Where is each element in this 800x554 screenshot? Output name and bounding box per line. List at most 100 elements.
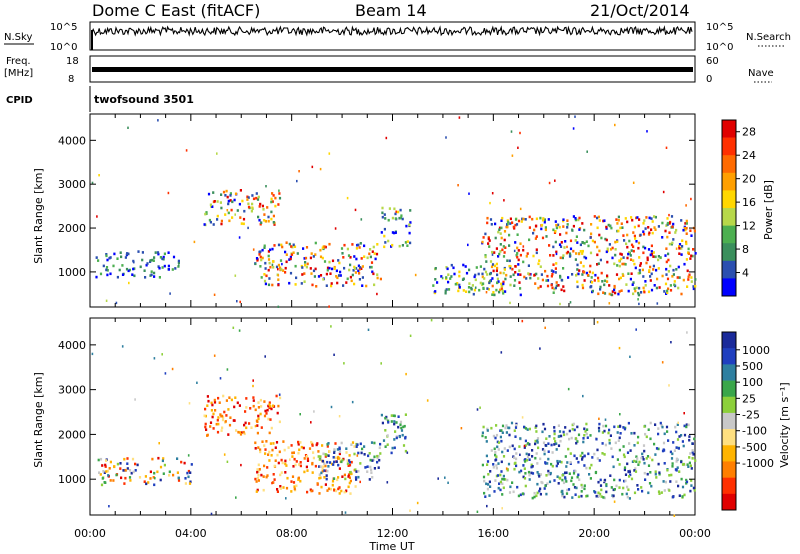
- colorbar-segment: [722, 429, 736, 446]
- data-cell: [131, 273, 134, 276]
- data-cell: [539, 457, 542, 461]
- data-cell: [512, 273, 515, 277]
- data-cell: [613, 488, 616, 491]
- colorbar-segment: [722, 412, 736, 430]
- noise-cell: [523, 444, 526, 448]
- data-cell: [366, 256, 369, 260]
- data-cell: [500, 219, 503, 222]
- data-cell: [685, 240, 688, 244]
- data-cell: [279, 396, 282, 400]
- data-cell: [488, 245, 491, 248]
- data-cell: [691, 451, 694, 454]
- data-cell: [680, 434, 683, 437]
- data-cell: [330, 282, 333, 285]
- data-cell: [105, 459, 108, 462]
- data-cell: [577, 218, 580, 222]
- data-cell: [637, 463, 640, 466]
- data-cell: [113, 252, 116, 256]
- data-cell: [641, 456, 644, 459]
- data-cell: [627, 488, 630, 491]
- time-tick-label: 16:00: [477, 527, 509, 540]
- data-cell: [528, 427, 531, 431]
- data-cell: [217, 396, 220, 400]
- data-cell: [677, 447, 680, 450]
- data-cell: [229, 416, 232, 419]
- data-cell: [302, 247, 305, 250]
- data-cell: [629, 449, 632, 452]
- noise-cell: [522, 245, 525, 248]
- noise-cell: [521, 416, 524, 419]
- data-cell: [617, 292, 620, 296]
- data-cell: [290, 480, 293, 483]
- data-cell: [566, 461, 569, 464]
- data-cell: [672, 238, 675, 241]
- data-cell: [516, 252, 519, 255]
- data-cell: [636, 441, 639, 445]
- data-cell: [290, 245, 293, 248]
- data-cell: [363, 255, 366, 258]
- noise-cell: [178, 264, 180, 267]
- nsky-panel: N.Sky 10^5 10^0 10^5 10^0 N.Search: [4, 21, 791, 53]
- data-cell: [320, 471, 323, 475]
- data-cell: [267, 219, 270, 223]
- noise-cell: [351, 400, 354, 404]
- data-cell: [572, 483, 575, 486]
- data-cell: [384, 445, 387, 448]
- data-cell: [565, 480, 568, 483]
- data-cell: [268, 261, 271, 265]
- data-cell: [359, 442, 362, 446]
- data-cell: [651, 220, 654, 223]
- data-cell: [263, 444, 266, 447]
- data-cell: [147, 481, 150, 484]
- data-cell: [504, 290, 507, 293]
- data-cell: [602, 424, 605, 428]
- data-cell: [255, 480, 258, 483]
- data-cell: [386, 443, 389, 446]
- data-cell: [603, 279, 607, 283]
- data-cell: [337, 259, 340, 262]
- data-cell: [603, 429, 606, 433]
- noise-cell: [509, 266, 512, 270]
- data-cell: [366, 470, 369, 473]
- data-cell: [685, 232, 688, 235]
- data-cell: [336, 281, 339, 285]
- colorbar-frame: [721, 331, 737, 511]
- noise-cell: [604, 418, 607, 421]
- data-cell: [322, 278, 325, 281]
- noise-cell: [296, 179, 298, 183]
- data-cell: [519, 287, 522, 290]
- noise-cell: [226, 460, 229, 463]
- data-cell: [123, 457, 126, 461]
- data-cell: [581, 283, 584, 287]
- data-cell: [271, 481, 274, 484]
- data-cell: [372, 272, 375, 276]
- data-cell: [519, 242, 522, 245]
- noise-cell: [598, 417, 600, 420]
- data-cell: [645, 261, 648, 265]
- data-cell: [657, 490, 661, 493]
- noise-cell: [278, 189, 280, 192]
- data-cell: [629, 277, 632, 281]
- data-cell: [611, 455, 614, 459]
- data-cell: [328, 266, 331, 270]
- data-cell: [533, 273, 536, 277]
- data-cell: [616, 431, 619, 434]
- data-cell: [642, 458, 645, 461]
- data-cell: [116, 462, 119, 466]
- data-cell: [299, 479, 302, 483]
- data-cell: [227, 433, 230, 436]
- data-cell: [611, 290, 614, 293]
- data-cell: [172, 473, 175, 477]
- data-cell: [289, 255, 292, 259]
- data-cell: [499, 288, 502, 292]
- data-cell: [271, 192, 274, 195]
- noise-cell: [441, 276, 444, 280]
- data-cell: [298, 463, 301, 466]
- data-cell: [622, 256, 625, 259]
- data-cell: [522, 217, 525, 221]
- noise-cell: [285, 497, 287, 500]
- noise-cell: [501, 507, 503, 510]
- data-cell: [669, 480, 672, 483]
- data-cell: [691, 457, 694, 460]
